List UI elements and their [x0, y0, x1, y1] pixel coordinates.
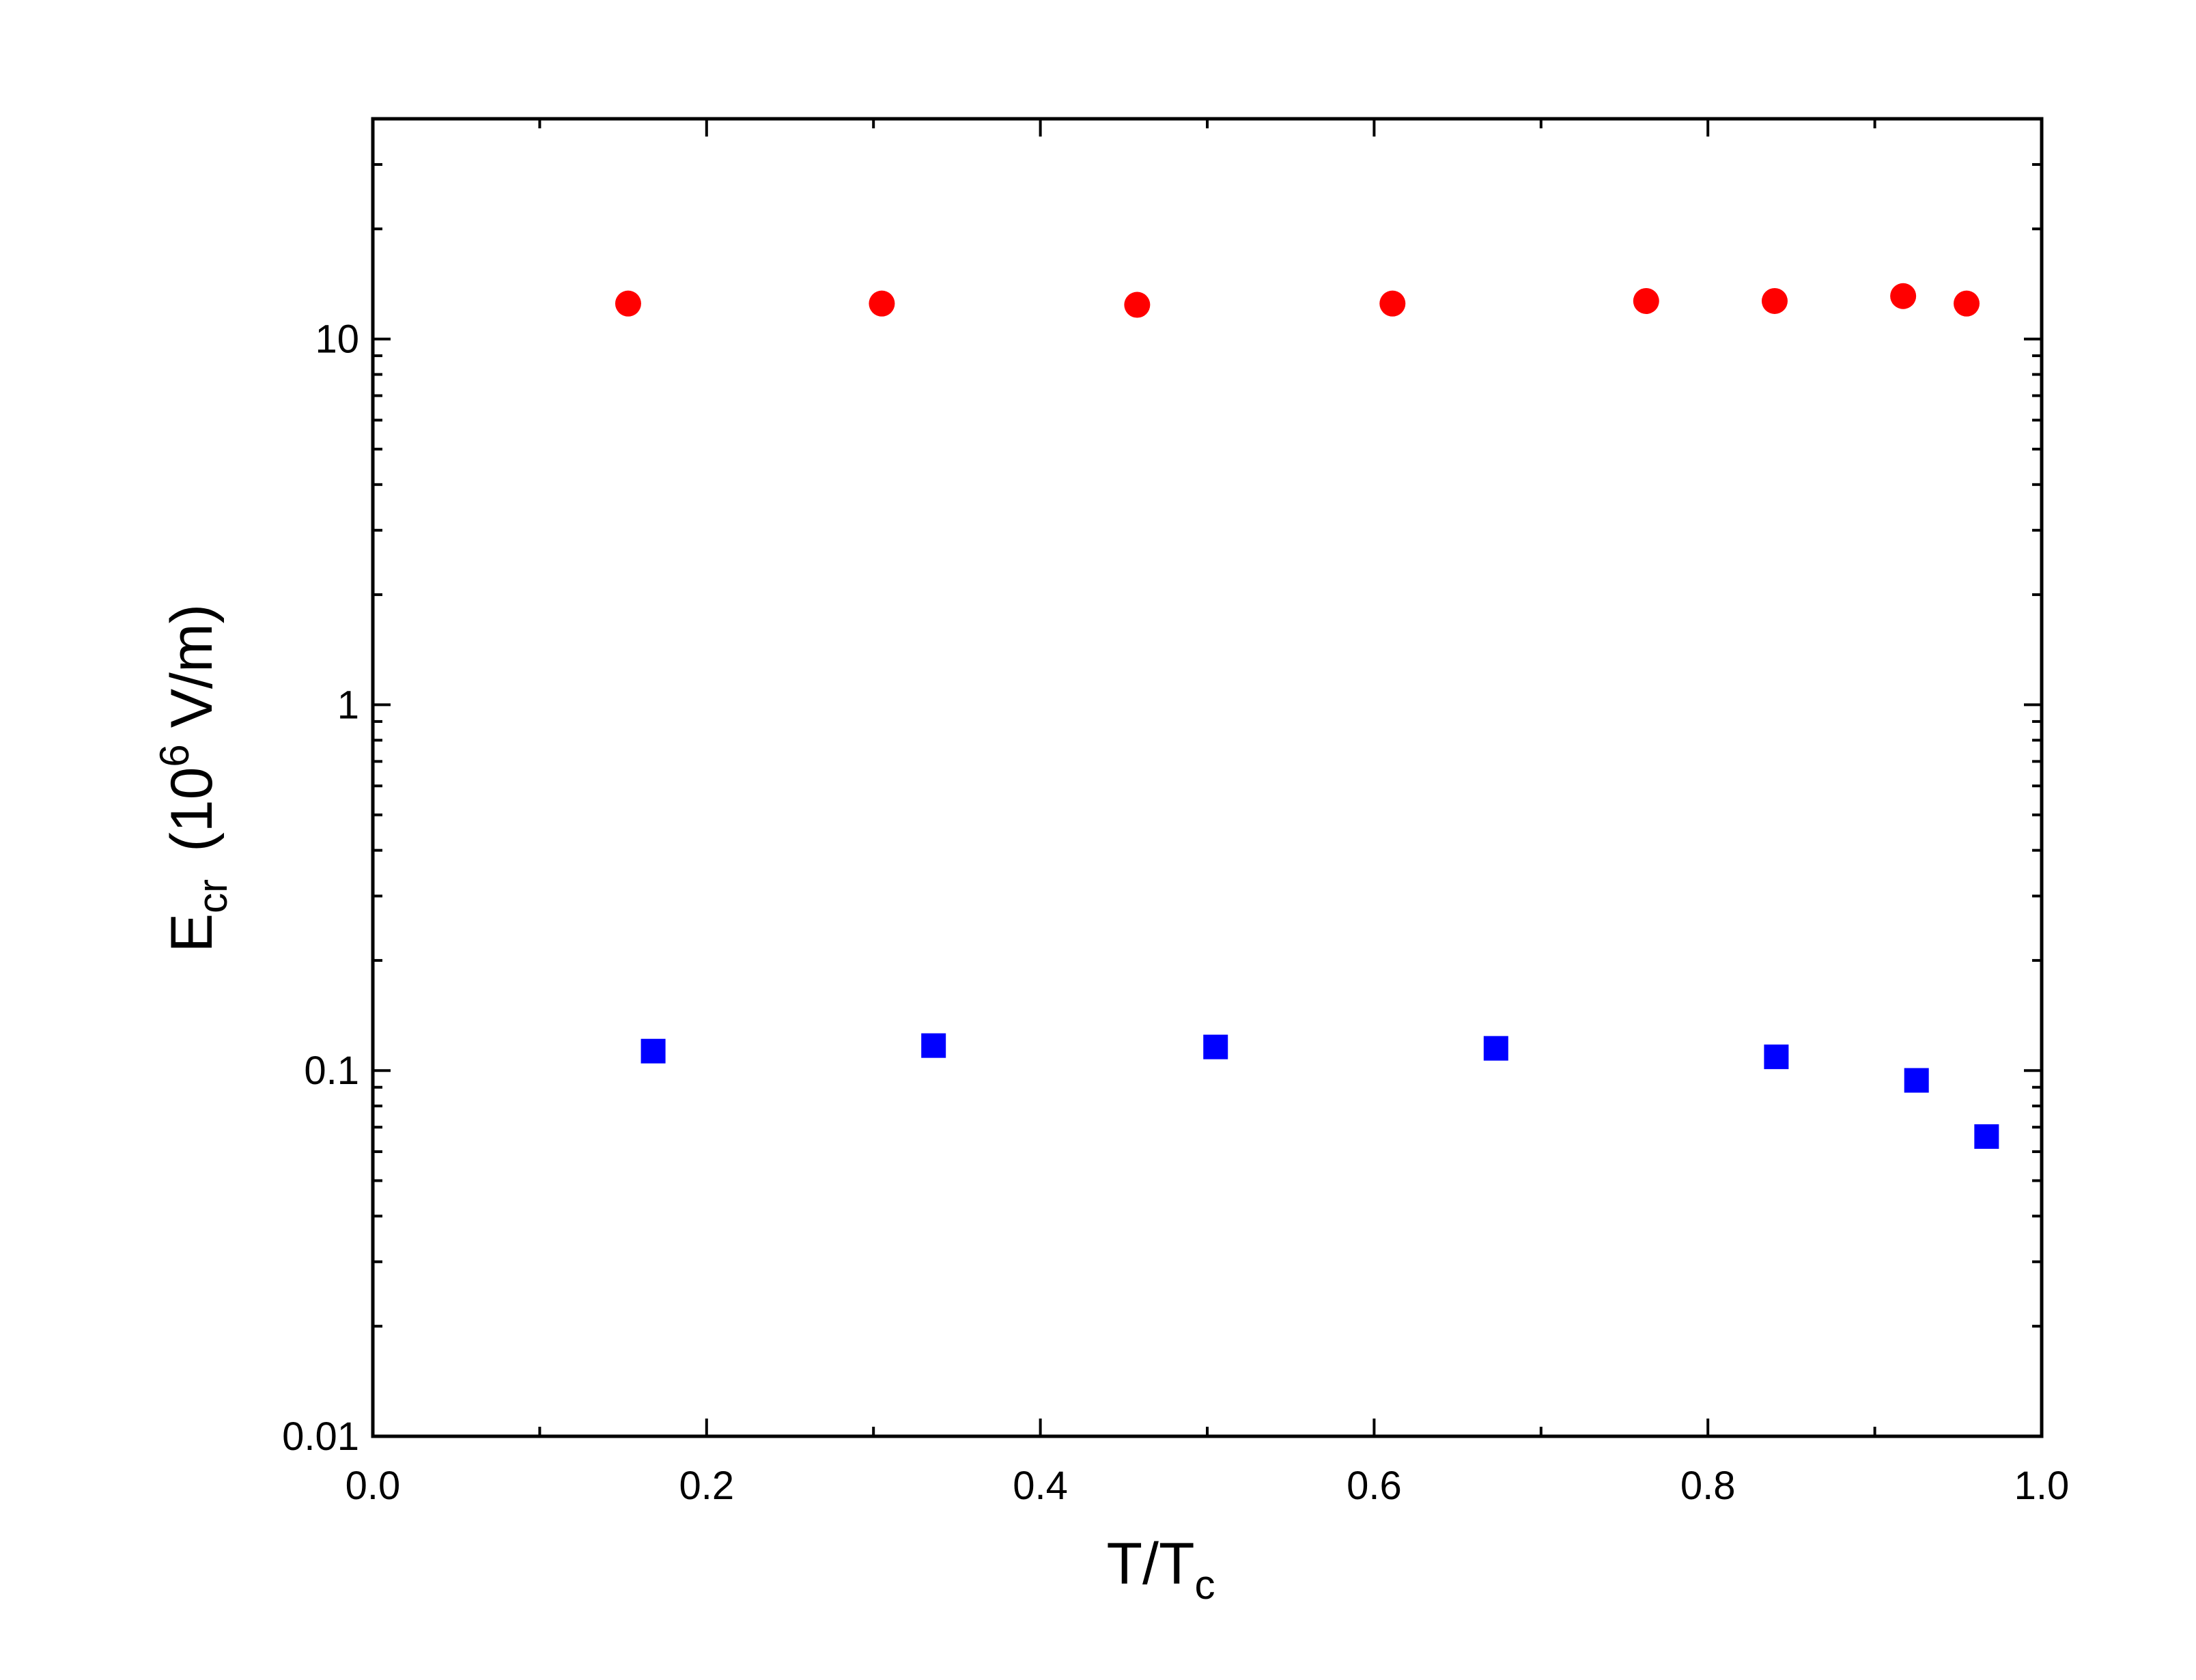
data-point-circle — [1124, 291, 1151, 318]
x-tick-label: 0.4 — [1013, 1464, 1068, 1508]
y-tick-label: 1 — [337, 683, 359, 727]
x-axis-label-subscript: c — [1194, 1562, 1215, 1608]
data-point-circle — [1890, 283, 1917, 309]
data-point-circle — [869, 290, 895, 317]
x-tick-label: 0.0 — [346, 1464, 401, 1508]
y-tick-label: 10 — [315, 317, 359, 362]
data-point-square — [1483, 1036, 1508, 1061]
data-point-square — [1904, 1068, 1929, 1093]
data-point-square — [921, 1033, 946, 1058]
y-tick-label: 0.1 — [304, 1049, 359, 1093]
data-point-circle — [1633, 287, 1659, 314]
data-point-circle — [1379, 290, 1406, 317]
data-point-square — [1203, 1034, 1228, 1059]
data-point-square — [1974, 1124, 1999, 1149]
plot-frame — [371, 117, 2044, 1438]
x-tick-label: 0.2 — [679, 1464, 734, 1508]
y-axis-label-subscript: cr — [190, 879, 236, 913]
x-axis-label: T/Tc — [1107, 1531, 1215, 1608]
y-tick-label: 0.01 — [282, 1414, 359, 1459]
x-tick-label: 1.0 — [2014, 1464, 2070, 1508]
x-tick-label: 0.8 — [1680, 1464, 1736, 1508]
data-point-square — [1764, 1044, 1789, 1070]
data-points — [615, 283, 1999, 1149]
x-tick-label: 0.6 — [1347, 1464, 1402, 1508]
data-point-circle — [1761, 287, 1788, 314]
y-axis-label-superscript: 6 — [152, 744, 197, 767]
data-point-circle — [1954, 290, 1980, 317]
tick-labels: 0.0 0.2 0.4 0.6 0.8 1.0 0.01 0.1 1 10 — [282, 317, 2069, 1508]
data-point-square — [640, 1038, 666, 1064]
y-axis-label: Ecr(106 V/m) — [152, 604, 236, 952]
data-point-circle — [615, 290, 641, 317]
